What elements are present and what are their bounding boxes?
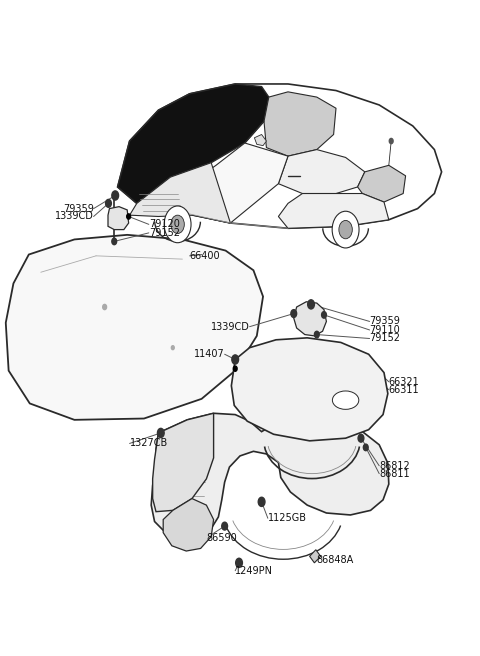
Text: 1327CB: 1327CB: [130, 438, 168, 449]
Polygon shape: [178, 143, 288, 223]
Polygon shape: [310, 550, 321, 563]
Circle shape: [358, 434, 364, 442]
Polygon shape: [278, 194, 389, 228]
Polygon shape: [254, 134, 266, 146]
Circle shape: [127, 214, 131, 219]
Circle shape: [258, 497, 265, 506]
Polygon shape: [358, 165, 406, 202]
Circle shape: [232, 355, 239, 364]
Polygon shape: [278, 150, 365, 194]
Circle shape: [106, 199, 111, 207]
Text: 79359: 79359: [370, 316, 400, 327]
Text: 79359: 79359: [63, 203, 94, 214]
Text: 86848A: 86848A: [317, 555, 354, 565]
Circle shape: [103, 304, 107, 310]
Text: 1249PN: 1249PN: [235, 565, 273, 576]
Circle shape: [236, 558, 242, 567]
Text: 86811: 86811: [379, 468, 410, 479]
Circle shape: [233, 366, 237, 371]
Polygon shape: [231, 338, 388, 441]
Polygon shape: [151, 413, 389, 539]
Circle shape: [308, 300, 314, 309]
Polygon shape: [108, 207, 129, 230]
Circle shape: [314, 331, 319, 338]
Circle shape: [171, 215, 184, 234]
Circle shape: [171, 346, 174, 350]
Text: 86590: 86590: [206, 533, 237, 543]
Text: 79152: 79152: [370, 333, 401, 344]
Polygon shape: [163, 499, 214, 551]
Circle shape: [291, 310, 297, 318]
Polygon shape: [118, 84, 269, 203]
Text: 1125GB: 1125GB: [268, 513, 307, 523]
Text: 11407: 11407: [194, 349, 225, 359]
Text: 86812: 86812: [379, 461, 410, 471]
Circle shape: [363, 444, 368, 451]
Polygon shape: [264, 92, 336, 156]
Polygon shape: [118, 84, 442, 228]
Polygon shape: [6, 235, 263, 420]
Text: 66311: 66311: [389, 384, 420, 395]
Text: 79110: 79110: [370, 325, 400, 335]
Text: 66321: 66321: [389, 377, 420, 387]
Circle shape: [389, 138, 393, 144]
Text: 66400: 66400: [190, 251, 220, 261]
Text: 1339CD: 1339CD: [55, 211, 94, 222]
Circle shape: [222, 522, 228, 530]
Circle shape: [164, 206, 191, 243]
Polygon shape: [153, 413, 214, 512]
Polygon shape: [130, 163, 230, 223]
Text: 79152: 79152: [149, 228, 180, 238]
Polygon shape: [294, 302, 326, 336]
Circle shape: [339, 220, 352, 239]
Text: 79120: 79120: [149, 219, 180, 230]
Circle shape: [112, 238, 117, 245]
Circle shape: [322, 312, 326, 318]
Circle shape: [332, 211, 359, 248]
Circle shape: [112, 191, 119, 200]
Ellipse shape: [332, 391, 359, 409]
Circle shape: [157, 428, 164, 438]
Text: 1339CD: 1339CD: [211, 321, 250, 332]
